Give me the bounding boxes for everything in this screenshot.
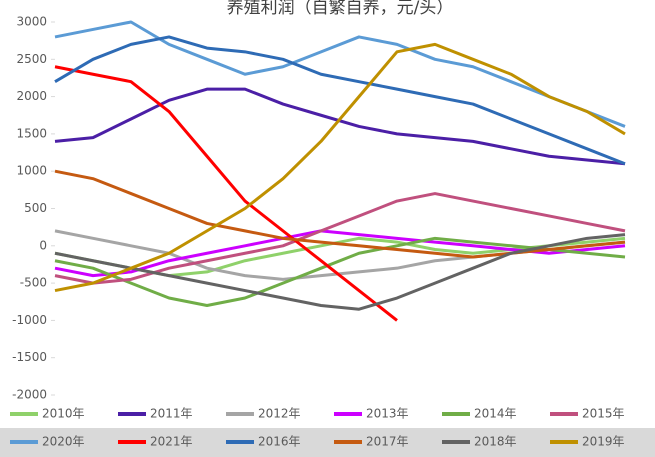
y-tick-label: 2500 [16,52,47,66]
y-tick-label: 1000 [16,164,47,178]
y-tick-label: -1500 [12,350,47,364]
y-tick-label: 1500 [16,126,47,140]
y-tick-label: 0 [39,238,47,252]
legend-label: 2011年 [150,407,193,421]
legend-label: 2010年 [42,407,85,421]
legend-label: 2020年 [42,435,85,449]
y-tick-label: -2000 [12,388,47,402]
legend-label: 2014年 [474,407,517,421]
legend-label: 2013年 [366,407,409,421]
series-line [54,42,626,293]
legend-label: 2018年 [474,435,517,449]
legend-label: 2019年 [582,435,625,449]
legend-label: 2021年 [150,435,193,449]
legend-label: 2015年 [582,407,625,421]
series-line [54,236,626,307]
y-tick-label: 3000 [16,15,47,29]
y-tick-label: -500 [20,276,47,290]
series-line [54,229,626,281]
series-line [54,35,626,166]
series-line [54,233,626,311]
series-line [54,20,626,128]
series-line [54,169,626,259]
legend-label: 2017年 [366,435,409,449]
y-tick-label: -1000 [12,313,47,327]
y-tick-label: 2000 [16,89,47,103]
legend-label: 2012年 [258,407,301,421]
chart-title: 养殖利润（自繁自养，元/头） [227,0,454,18]
series-line [54,65,398,322]
legend-label: 2016年 [258,435,301,449]
legend-band [0,428,655,457]
series-line [54,192,626,285]
series-line [54,87,626,166]
y-tick-label: 500 [24,201,47,215]
